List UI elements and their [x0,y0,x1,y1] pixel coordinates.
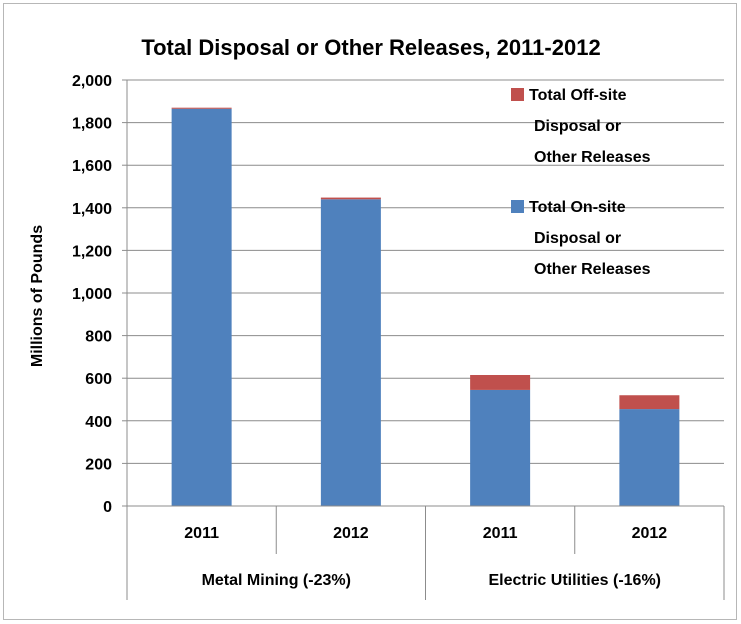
bar-segment [619,409,680,506]
legend: Total Off-site Disposal or Other Releases T… [511,87,651,278]
x-tick-label: 2012 [632,525,668,542]
y-tick-label: 600 [85,371,112,388]
bar-segment [171,108,232,506]
group-label: Metal Mining (-23%) [202,572,351,589]
legend-label: Total On-site [529,199,626,216]
stacked-bar-chart: Total Disposal or Other Releases, 2011-2… [29,35,725,600]
legend-swatch [511,200,524,213]
bar-segment [320,197,381,200]
chart-frame: Total Disposal or Other Releases, 2011-2… [3,3,737,620]
x-tick-label: 2012 [333,525,369,542]
legend-label: Total Off-site [529,87,627,104]
bar-segment [470,389,531,506]
bars [171,107,680,506]
y-tick-label: 400 [85,414,112,431]
y-tick-label: 1,600 [72,158,112,175]
y-tick-labels: 0 200 400 600 800 1,000 1,200 1,400 1,600 1,800 2,… [72,73,112,516]
y-tick-label: 2,000 [72,73,112,90]
legend-label: Disposal or [534,230,621,247]
legend-label: Other Releases [534,149,651,166]
y-tick-label: 1,800 [72,116,112,133]
y-tick-label: 800 [85,329,112,346]
legend-label: Disposal or [534,118,621,135]
chart-title: Total Disposal or Other Releases, 2011-2… [141,35,600,60]
y-tick-label: 1,200 [72,243,112,260]
group-label: Electric Utilities (-16%) [489,572,662,589]
bar-segment [619,395,680,410]
y-tick-label: 0 [103,499,112,516]
x-tick-label: 2011 [184,525,219,542]
bar-segment [470,375,531,390]
legend-swatch [511,88,524,101]
y-tick-label: 1,000 [72,286,112,303]
x-tick-label: 2011 [483,525,518,542]
y-tick-label: 1,400 [72,201,112,218]
x-axis: 2011 2012 2011 2012 Metal Mining (-23%) Elect… [126,80,725,600]
bar-segment [320,199,381,506]
legend-label: Other Releases [534,261,651,278]
y-tick-label: 200 [85,456,112,473]
y-axis-label: Millions of Pounds [29,225,46,367]
bar-segment [171,107,232,109]
